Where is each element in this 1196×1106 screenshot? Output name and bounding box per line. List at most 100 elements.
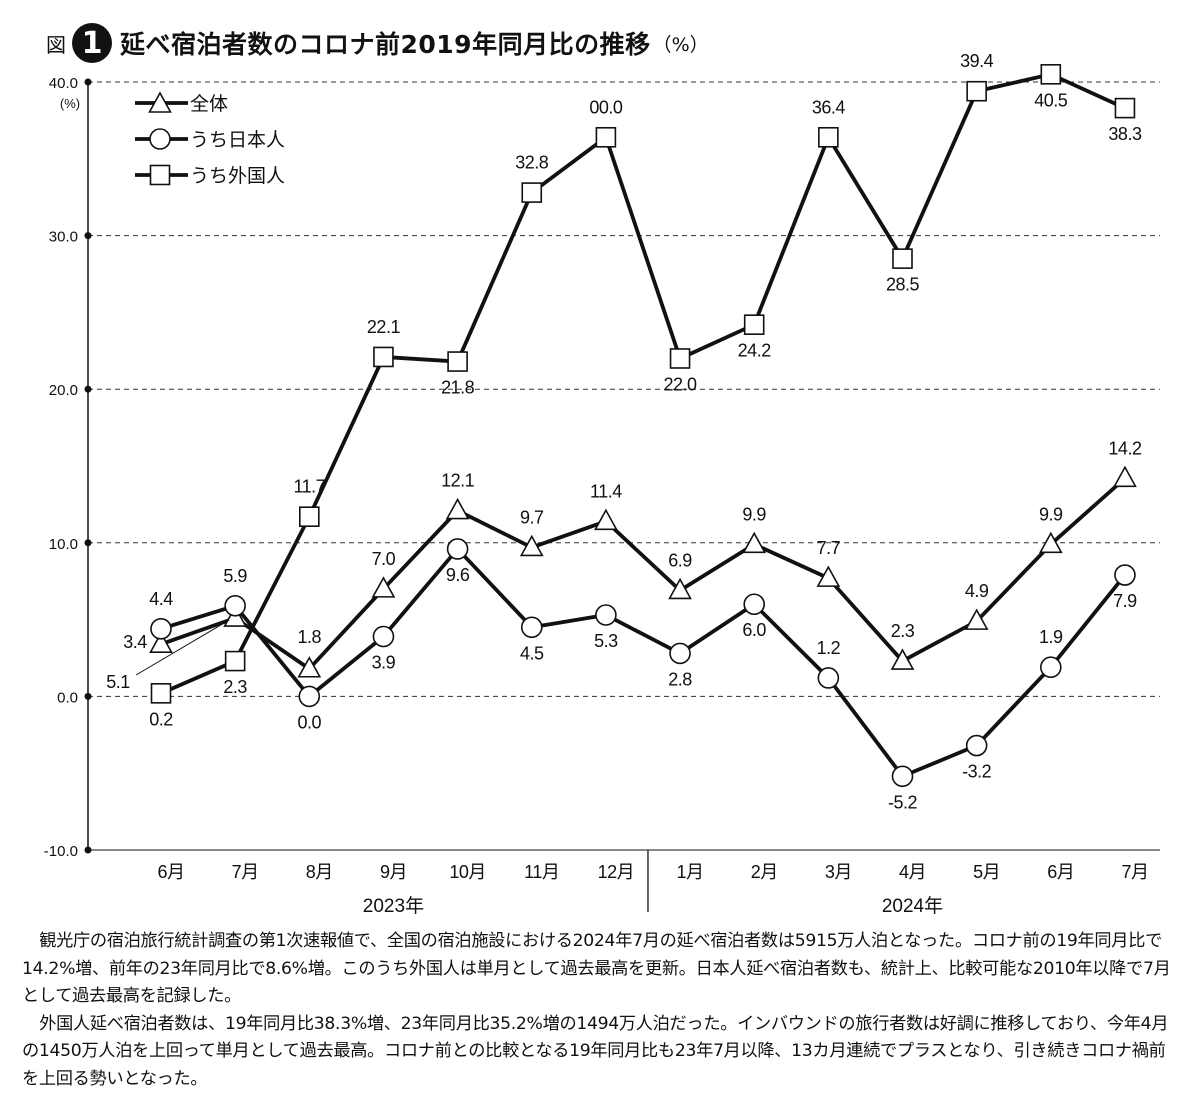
data-point	[149, 631, 173, 653]
x-group-label: 2024年	[882, 895, 943, 917]
x-tick-label: 5月	[973, 862, 1000, 882]
series-line	[160, 476, 1127, 671]
data-label: 5.3	[594, 631, 618, 651]
chart-grid	[88, 81, 1160, 851]
y-tick-label: 30.0	[49, 229, 78, 246]
data-label: 9.7	[520, 507, 544, 527]
data-label: 9.9	[1039, 504, 1063, 524]
data-point	[595, 604, 617, 626]
series-triangle: 3.4 5.1 1.8 7.0 12.1 9.7 11.4 6.9 9.9 7.7 2.3 4.9 9.…	[106, 438, 1142, 692]
data-label: 2.8	[668, 669, 692, 689]
y-tick-label: 40.0	[49, 75, 78, 92]
data-point	[742, 531, 767, 554]
y-tick-dot	[84, 78, 92, 86]
data-label: 00.0	[589, 97, 623, 117]
data-label: 0.2	[149, 709, 173, 729]
data-point	[743, 593, 766, 616]
data-point	[1038, 531, 1063, 554]
data-label: 7.7	[817, 538, 841, 558]
series-line	[160, 72, 1126, 696]
data-label: 3.9	[372, 652, 396, 672]
chart-series: 3.4 5.1 1.8 7.0 12.1 9.7 11.4 6.9 9.9 7.7 2.3 4.9 9.…	[106, 51, 1142, 812]
data-point	[372, 625, 395, 648]
data-label: 7.9	[1113, 591, 1137, 611]
data-label: 11.7	[293, 477, 325, 497]
data-label: 3.4	[123, 632, 147, 652]
x-tick-label: 8月	[306, 862, 333, 882]
figure-number-badge: 1	[72, 23, 112, 63]
data-label: 6.0	[742, 620, 766, 640]
data-label: 2.3	[223, 677, 247, 697]
data-label: 4.4	[149, 589, 173, 609]
legend-label: うち日本人	[190, 129, 285, 151]
data-point	[373, 346, 394, 368]
data-point	[595, 126, 617, 148]
data-point	[1040, 656, 1062, 679]
x-tick-label: 12月	[598, 862, 635, 882]
y-axis: 40.0 30.0 20.0 10.0 0.0 -10.0 (%)	[44, 75, 92, 860]
data-label: 38.3	[1108, 124, 1142, 144]
data-label: 1.9	[1039, 627, 1063, 647]
figure-prefix: 図	[46, 32, 66, 57]
data-label: 22.1	[367, 317, 401, 337]
data-point	[817, 667, 840, 689]
data-label: 14.2	[1108, 438, 1142, 458]
data-point	[966, 80, 987, 102]
data-point	[298, 506, 320, 527]
figure-header: 図 1 延べ宿泊者数のコロナ前2019年同月比の推移 （%）	[46, 20, 709, 66]
data-label: 9.6	[446, 565, 470, 585]
data-point	[224, 594, 246, 617]
data-label: 2.3	[891, 621, 915, 641]
data-point	[520, 616, 543, 639]
x-tick-label: 9月	[380, 862, 407, 882]
data-point	[371, 576, 396, 598]
data-label: 7.0	[372, 549, 396, 569]
data-point	[816, 565, 841, 587]
data-point	[519, 534, 544, 557]
data-point	[669, 348, 691, 369]
y-tick-dot	[84, 232, 92, 240]
data-point	[224, 650, 246, 672]
y-tick-label: 10.0	[49, 536, 78, 553]
data-label: 1.8	[298, 627, 322, 647]
data-point	[964, 608, 989, 630]
data-point	[669, 642, 691, 665]
data-point	[890, 648, 915, 670]
data-point	[150, 618, 172, 640]
x-group-label: 2023年	[363, 895, 424, 917]
data-label: 21.8	[441, 378, 475, 398]
article-text: 観光庁の宿泊旅行統計調査の第1次速報値で、全国の宿泊施設における2024年7月の…	[22, 928, 1180, 1093]
y-tick-label: -10.0	[44, 843, 78, 860]
data-label: 28.5	[886, 275, 920, 295]
data-point	[594, 508, 618, 531]
x-tick-label: 4月	[899, 862, 926, 882]
series-square: 0.2 2.3 11.7 22.1 21.8 32.8 00.0 22.0 24.2 36.4 28…	[149, 51, 1142, 729]
y-axis-unit-label: (%)	[60, 96, 80, 111]
data-label: 0.0	[298, 712, 322, 732]
data-point	[1114, 97, 1136, 119]
article-paragraph-1: 観光庁の宿泊旅行統計調査の第1次速報値で、全国の宿泊施設における2024年7月の…	[22, 931, 1171, 1006]
label-leader	[135, 619, 230, 676]
data-label: 12.1	[441, 471, 475, 491]
legend-marker-triangle	[148, 91, 172, 113]
data-label: 24.2	[738, 341, 772, 361]
x-tick-label: 7月	[232, 862, 259, 882]
data-point	[743, 314, 765, 335]
data-label: 40.5	[1034, 90, 1068, 110]
chart-unit: （%）	[652, 33, 709, 56]
data-point	[1114, 564, 1136, 586]
data-label: 9.9	[742, 504, 766, 524]
data-label: 4.5	[520, 643, 544, 663]
y-tick-label: 0.0	[57, 689, 78, 706]
data-label: -3.2	[962, 762, 992, 782]
chart-title: 延べ宿泊者数のコロナ前2019年同月比の推移	[120, 30, 651, 59]
data-point	[447, 351, 468, 372]
article-paragraph-2: 外国人延べ宿泊者数は、19年同月比38.3%増、23年同月比35.2%増の149…	[22, 1013, 1169, 1089]
series-circle: 4.4 5.9 0.0 3.9 9.6 4.5 5.3 2.8 6.0 1.2 -5.2 -3.2 1.…	[149, 538, 1138, 812]
x-tick-label: 2月	[751, 862, 778, 882]
data-point	[1113, 465, 1137, 488]
line-chart: 40.0 30.0 20.0 10.0 0.0 -10.0 (%) 6月 7月 8月 9月 10月 1…	[44, 51, 1160, 917]
data-label: 39.4	[960, 51, 994, 71]
legend-label: 全体	[190, 93, 228, 115]
